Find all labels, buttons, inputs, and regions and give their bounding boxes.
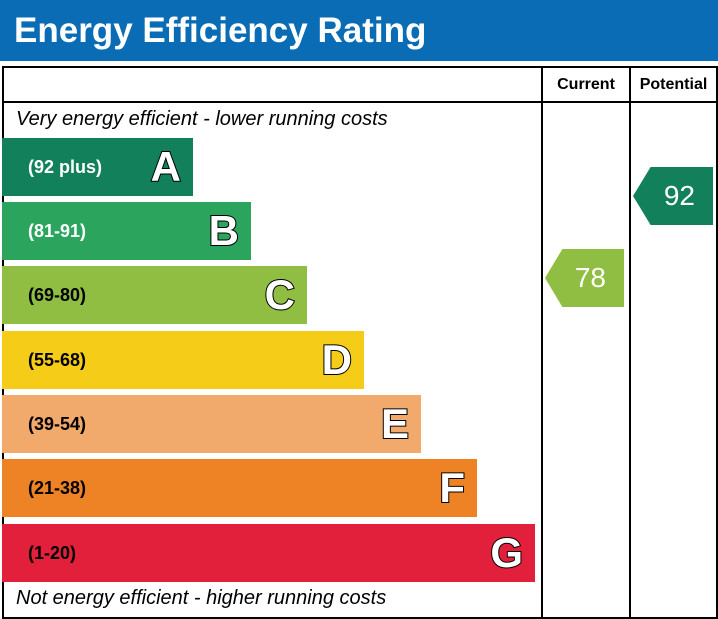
current-rating-value: 78 xyxy=(574,262,606,293)
band-letter: D xyxy=(321,335,353,384)
potential-rating-arrow: 92 xyxy=(633,167,713,225)
band-letter: G xyxy=(489,528,524,577)
band-letter: C xyxy=(264,270,296,319)
potential-rating-value: 92 xyxy=(663,180,695,211)
potential-column-header: Potential xyxy=(639,76,708,93)
column-divider xyxy=(541,66,543,619)
band-letter: A xyxy=(150,142,182,191)
band-f: (21-38) F xyxy=(2,459,477,517)
column-divider xyxy=(629,66,631,619)
band-letter: E xyxy=(380,399,410,448)
bottom-note: Not energy efficient - higher running co… xyxy=(16,587,387,609)
chart-title: Energy Efficiency Rating xyxy=(0,0,718,61)
band-range: (21-38) xyxy=(28,478,87,498)
band-range: (1-20) xyxy=(28,543,77,563)
band-range: (39-54) xyxy=(28,414,87,434)
header-divider xyxy=(2,101,716,103)
band-e: (39-54) E xyxy=(2,395,421,453)
band-c: (69-80) C xyxy=(2,266,307,324)
band-range: (69-80) xyxy=(28,285,87,305)
top-note: Very energy efficient - lower running co… xyxy=(16,108,388,130)
current-column-header: Current xyxy=(557,76,615,93)
band-d: (55-68) D xyxy=(2,331,364,389)
band-range: (81-91) xyxy=(28,221,87,241)
band-g: (1-20) G xyxy=(2,524,535,582)
band-range: (92 plus) xyxy=(28,157,103,177)
band-a: (92 plus) A xyxy=(2,138,193,196)
band-b: (81-91) B xyxy=(2,202,251,260)
band-letter: F xyxy=(438,463,466,512)
band-range: (55-68) xyxy=(28,350,87,370)
current-rating-arrow: 78 xyxy=(545,249,624,307)
band-letter: B xyxy=(208,206,240,255)
